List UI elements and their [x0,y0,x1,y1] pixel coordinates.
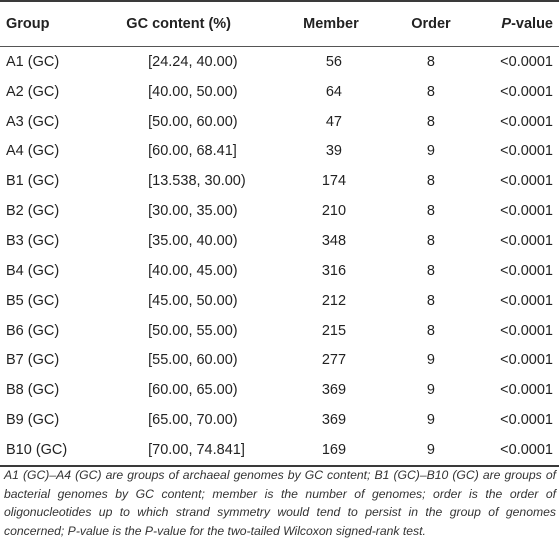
header-p-italic: P [501,16,512,32]
cell-order: 8 [426,203,435,220]
cell-order: 8 [426,83,435,100]
table-row: B3 (GC) [35.00, 40.00) 348 8 <0.0001 [0,226,559,256]
cell-gc-content: [55.00, 60.00) [148,352,238,369]
cell-gc-content: [65.00, 70.00) [148,412,238,429]
cell-group: A1 (GC) [6,53,60,70]
cell-member: 316 [321,262,347,279]
cell-order: 8 [426,262,435,279]
cell-order: 8 [426,232,435,249]
cell-gc-content: [30.00, 35.00) [148,203,238,220]
cell-gc-content: [40.00, 45.00) [148,262,238,279]
cell-p-value: <0.0001 [500,322,553,339]
cell-member: 212 [321,292,347,309]
results-table: Group GC content (%) Member Order P-valu… [0,0,559,467]
cell-order: 9 [426,143,435,160]
cell-p-value: <0.0001 [500,113,553,130]
cell-p-value: <0.0001 [500,232,553,249]
cell-gc-content: [70.00, 74.841] [84,434,274,467]
table-body: A1 (GC) [24.24, 40.00) 56 8 <0.0001 A2 (GC) [4… [0,47,559,467]
cell-group: B10 (GC) [0,434,85,467]
cell-group: A4 (GC) [6,143,60,160]
cell-order: 9 [426,412,435,429]
cell-member: 369 [321,412,347,429]
cell-order: 9 [388,434,474,467]
cell-group: B5 (GC) [6,292,60,309]
cell-p-value: <0.0001 [500,262,553,279]
table-row: A1 (GC) [24.24, 40.00) 56 8 <0.0001 [0,47,559,77]
cell-group: B2 (GC) [6,203,60,220]
cell-gc-content: [13.538, 30.00) [148,173,246,190]
cell-gc-content: [24.24, 40.00) [148,53,238,70]
cell-p-value: <0.0001 [500,173,553,190]
cell-group: A2 (GC) [6,83,60,100]
header-gc-content: GC content (%) [84,0,274,47]
cell-group: B4 (GC) [6,262,60,279]
cell-gc-content: [50.00, 55.00) [148,322,238,339]
cell-gc-content: [60.00, 68.41] [148,143,237,160]
header-p-rest: -value [511,16,553,32]
cell-member: 47 [325,113,342,130]
table-row: A4 (GC) [60.00, 68.41] 39 9 <0.0001 [0,137,559,167]
cell-gc-content: [50.00, 60.00) [148,113,238,130]
table-row: A2 (GC) [40.00, 50.00) 64 8 <0.0001 [0,77,559,107]
table-footnote: A1 (GC)–A4 (GC) are groups of archaeal g… [4,468,556,538]
table-row: A3 (GC) [50.00, 60.00) 47 8 <0.0001 [0,107,559,137]
cell-p-value: <0.0001 [500,83,553,100]
cell-order: 8 [426,292,435,309]
header-group: Group [0,0,85,47]
table-row: B6 (GC) [50.00, 55.00) 215 8 <0.0001 [0,316,559,346]
cell-group: B8 (GC) [6,382,60,399]
cell-p-value: <0.0001 [500,382,553,399]
cell-p-value: <0.0001 [473,434,559,467]
cell-member: 39 [325,143,342,160]
table-row: B2 (GC) [30.00, 35.00) 210 8 <0.0001 [0,196,559,226]
cell-order: 8 [426,173,435,190]
cell-p-value: <0.0001 [500,203,553,220]
cell-group: B9 (GC) [6,412,60,429]
cell-p-value: <0.0001 [500,352,553,369]
cell-member: 64 [325,83,342,100]
cell-order: 8 [426,113,435,130]
cell-member: 169 [273,434,389,467]
cell-gc-content: [40.00, 50.00) [148,83,238,100]
cell-group: A3 (GC) [6,113,60,130]
cell-p-value: <0.0001 [500,412,553,429]
cell-p-value: <0.0001 [500,292,553,309]
cell-group: B7 (GC) [6,352,60,369]
cell-member: 56 [325,53,342,70]
cell-group: B3 (GC) [6,232,60,249]
cell-p-value: <0.0001 [500,143,553,160]
table-row: B7 (GC) [55.00, 60.00) 277 9 <0.0001 [0,345,559,375]
cell-order: 8 [426,322,435,339]
cell-member: 210 [321,203,347,220]
cell-group: B1 (GC) [6,173,60,190]
table-header-row: Group GC content (%) Member Order P-valu… [0,0,559,47]
header-member: Member [273,0,389,47]
cell-gc-content: [60.00, 65.00) [148,382,238,399]
cell-gc-content: [35.00, 40.00) [148,232,238,249]
cell-p-value: <0.0001 [500,53,553,70]
cell-member: 348 [321,232,347,249]
cell-order: 9 [426,382,435,399]
cell-member: 277 [321,352,347,369]
table-row: B5 (GC) [45.00, 50.00) 212 8 <0.0001 [0,286,559,316]
cell-gc-content: [45.00, 50.00) [148,292,238,309]
cell-order: 9 [426,352,435,369]
table-row: B1 (GC) [13.538, 30.00) 174 8 <0.0001 [0,166,559,196]
cell-member: 215 [321,322,347,339]
cell-order: 8 [426,53,435,70]
header-order: Order [388,0,474,47]
cell-member: 174 [321,173,347,190]
table-row: B4 (GC) [40.00, 45.00) 316 8 <0.0001 [0,256,559,286]
table-row: B8 (GC) [60.00, 65.00) 369 9 <0.0001 [0,375,559,405]
header-p-value: P-value [473,0,559,47]
cell-group: B6 (GC) [6,322,60,339]
cell-member: 369 [321,382,347,399]
table-row: B10 (GC) [70.00, 74.841] 169 9 <0.0001 [0,434,559,467]
table-row: B9 (GC) [65.00, 70.00) 369 9 <0.0001 [0,405,559,435]
